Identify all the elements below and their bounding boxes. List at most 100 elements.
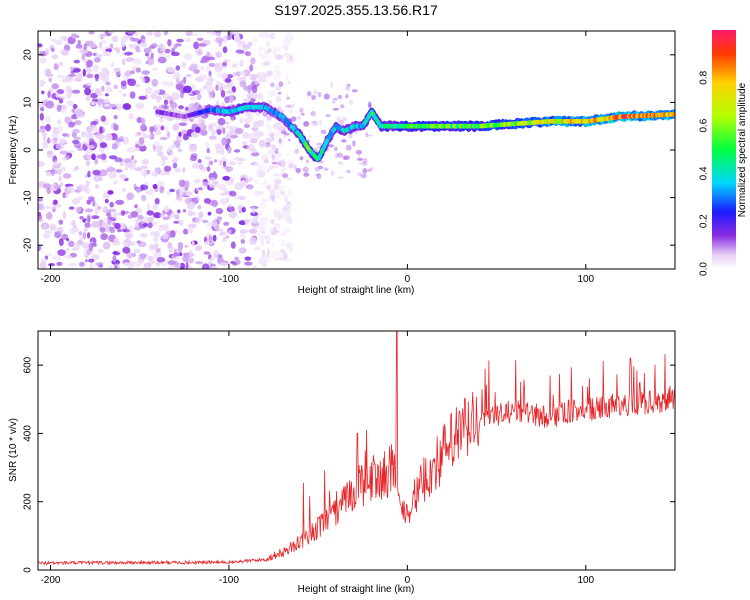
spectrogram-cell <box>208 70 212 77</box>
spectrogram-cell <box>82 68 87 77</box>
spectrogram-cell <box>208 235 213 243</box>
spectrogram-cell <box>235 49 245 54</box>
spectrogram-cell <box>159 136 168 141</box>
spectrogram-cell <box>240 180 247 188</box>
spectrogram-cell <box>251 152 260 157</box>
spectrogram-cell <box>51 227 59 232</box>
bottom-y-axis: 0 200 400 600 <box>23 356 675 573</box>
spectrogram-cell <box>317 91 322 98</box>
spectrogram-cell <box>272 49 277 56</box>
spectrogram-cell <box>273 173 280 177</box>
spectrogram-cell <box>99 227 106 233</box>
spectrogram-cell <box>337 152 344 158</box>
colorbar-tick-label: 0.6 <box>699 118 710 132</box>
ridge-cell <box>672 111 675 117</box>
spectrogram-cell <box>59 49 69 54</box>
spectrogram-cell <box>122 187 127 193</box>
spectrogram-cell <box>170 151 174 156</box>
spectrogram-cell <box>73 59 81 64</box>
spectrogram-cell <box>149 216 154 220</box>
spectrogram-cell <box>179 91 184 99</box>
spectrogram-cell <box>194 245 203 252</box>
spectrogram-cell <box>262 228 268 232</box>
spectrogram-cell <box>122 246 131 254</box>
spectrogram-cell <box>77 39 81 46</box>
spectrogram-cell <box>40 258 48 262</box>
spectrogram-cell <box>336 116 342 122</box>
spectrogram-cell <box>260 197 267 205</box>
spectrogram-cell <box>128 261 135 269</box>
spectrogram-cell <box>137 241 147 248</box>
spectrogram-cell <box>244 256 252 261</box>
spectrogram-cell <box>153 236 159 243</box>
spectrogram-cell <box>149 244 155 251</box>
spectrogram-cell <box>105 93 109 97</box>
spectrogram-cell <box>233 149 241 153</box>
spectrogram-cell <box>103 71 108 80</box>
spectrogram-cell <box>113 67 121 73</box>
spectrogram-cell <box>276 184 285 192</box>
spectrogram-cell <box>291 103 295 108</box>
spectrogram-cell <box>92 64 99 72</box>
spectrogram-cell <box>91 220 100 228</box>
spectrogram-cell <box>79 216 84 220</box>
spectrogram-cell <box>196 123 204 128</box>
spectrogram-cell <box>45 115 51 124</box>
spectrogram-cell <box>237 161 243 165</box>
spectrogram-cell <box>185 261 189 269</box>
spectrogram-cell <box>163 99 169 106</box>
spectrogram-cell <box>171 51 180 57</box>
spectrogram-cell <box>104 198 109 204</box>
spectrogram-cell <box>71 89 81 94</box>
spectrogram-cell <box>85 95 91 102</box>
spectrogram-cell <box>86 154 93 160</box>
spectrogram-cell <box>346 169 351 174</box>
spectrogram-cell <box>122 103 132 110</box>
spectrogram-cell <box>283 227 292 232</box>
spectrogram-cell <box>125 57 134 62</box>
spectrogram-cell <box>280 232 287 236</box>
spectrogram-cell <box>59 150 68 155</box>
spectrogram-cell <box>185 73 192 78</box>
spectrogram-cell <box>58 175 63 182</box>
spectrogram-cell <box>205 31 212 34</box>
spectrogram-cell <box>90 121 99 125</box>
spectrogram-cell <box>230 241 236 249</box>
spectrogram-cell <box>355 149 363 155</box>
spectrogram-cell <box>113 237 120 243</box>
spectrogram-cell <box>201 168 207 173</box>
spectrogram-cell <box>190 155 197 162</box>
spectrogram-cell <box>142 182 149 186</box>
spectrogram-cell <box>93 174 102 182</box>
top-y-axis-label: Frequency (Hz) <box>8 116 19 185</box>
spectrogram-cell <box>263 158 269 164</box>
spectrogram-cell <box>53 199 58 205</box>
spectrogram-cell <box>178 219 184 226</box>
spectrogram-cell <box>309 135 312 139</box>
spectrogram-cell <box>173 44 178 50</box>
spectrogram-cell <box>63 35 68 42</box>
spectrogram-cell <box>288 54 293 62</box>
spectrogram-cell <box>107 218 112 226</box>
spectrogram-cell <box>158 43 164 49</box>
spectrogram-cell <box>118 222 127 230</box>
spectrogram-cell <box>223 221 230 226</box>
spectrogram-cell <box>146 57 155 66</box>
spectrogram-cell <box>213 159 218 163</box>
x-tick-label: -100 <box>219 274 239 285</box>
spectrogram-cell <box>140 117 146 125</box>
spectrogram-cell <box>163 31 169 36</box>
spectrogram-cell <box>43 223 48 230</box>
spectrogram-cell <box>275 122 281 129</box>
spectrogram-cell <box>215 100 219 107</box>
spectrogram-cell <box>184 180 190 189</box>
spectrogram-cell <box>113 84 118 89</box>
spectrogram-cell <box>215 208 224 215</box>
spectrogram-cell <box>233 33 240 40</box>
spectrogram-cell <box>258 256 265 265</box>
spectrogram-cell <box>95 184 100 189</box>
spectrogram-cell <box>46 104 54 109</box>
spectrogram-cell <box>205 81 214 87</box>
spectrogram-cell <box>63 255 73 259</box>
spectrogram-cell <box>53 160 59 167</box>
